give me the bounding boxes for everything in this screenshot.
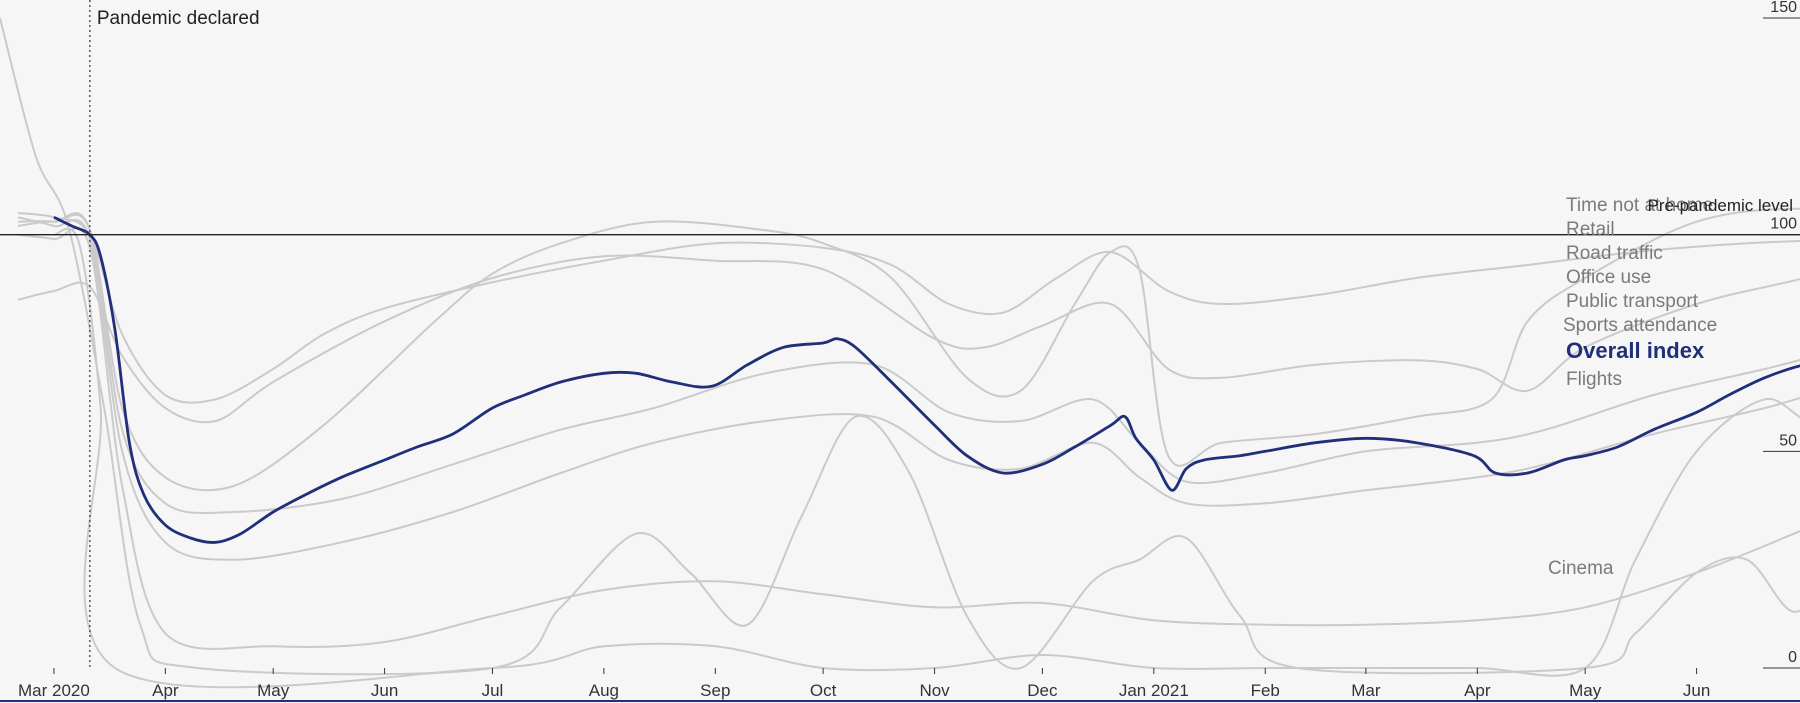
x-tick-label: Aug [589,681,619,700]
y-tick-label: 50 [1779,432,1797,449]
x-axis: Mar 2020 Apr May Jun Jul Aug Sep Oct Nov Dec Jan 2… [0,668,1800,702]
x-tick-label: Mar [1351,681,1381,700]
x-tick-label: Jun [1683,681,1710,700]
series-line-office-use [17,212,1800,515]
x-tick-label: Jul [482,681,504,700]
reference-line-label: Pre-pandemic level [1647,196,1793,215]
series-label-time-not-at-home: Time not at home [1566,195,1713,216]
y-tick-label: 100 [1770,216,1797,233]
x-tick-label: Sep [700,681,730,700]
x-tick-label: Apr [152,681,179,700]
series-label-road-traffic: Road traffic [1566,243,1663,264]
x-tick-label: May [257,681,290,700]
y-axis: 0 50 100 150 [1763,0,1800,669]
x-tick-label: Feb [1251,681,1280,700]
series-line-cinema [0,17,1800,676]
reference-layer: Pandemic declared [0,0,1800,668]
x-tick-label: Nov [919,681,950,700]
x-tick-label: Jun [371,681,398,700]
series-line-sports-attendance [53,227,1800,689]
series-line-public-transport [17,216,1800,561]
series-line-road-traffic [17,212,1800,404]
x-tick-label: May [1569,681,1602,700]
series-label-flights: Flights [1566,369,1622,390]
series-layer [0,17,1800,689]
x-tick-label: Dec [1027,681,1058,700]
x-tick-label: Apr [1464,681,1491,700]
series-label-overall-index: Overall index [1566,338,1705,363]
x-tick-label: Mar 2020 [18,681,90,700]
y-tick-label: 150 [1770,0,1797,16]
x-tick-label: Oct [810,681,837,700]
highlight-layer [53,216,1800,544]
series-label-office-use: Office use [1566,267,1651,288]
series-line-flights [17,227,1800,650]
series-line-time-not-at-home [17,254,1800,424]
series-line-retail [17,207,1800,492]
series-label-sports-attendance: Sports attendance [1563,315,1717,336]
series-label-cinema: Cinema [1548,558,1614,579]
series-line-overall-index [53,216,1800,544]
y-tick-label: 0 [1788,649,1797,666]
series-label-retail: Retail [1566,219,1615,240]
x-tick-label: Jan 2021 [1119,681,1189,700]
series-label-public-transport: Public transport [1566,291,1699,312]
event-marker-label: Pandemic declared [97,8,260,29]
